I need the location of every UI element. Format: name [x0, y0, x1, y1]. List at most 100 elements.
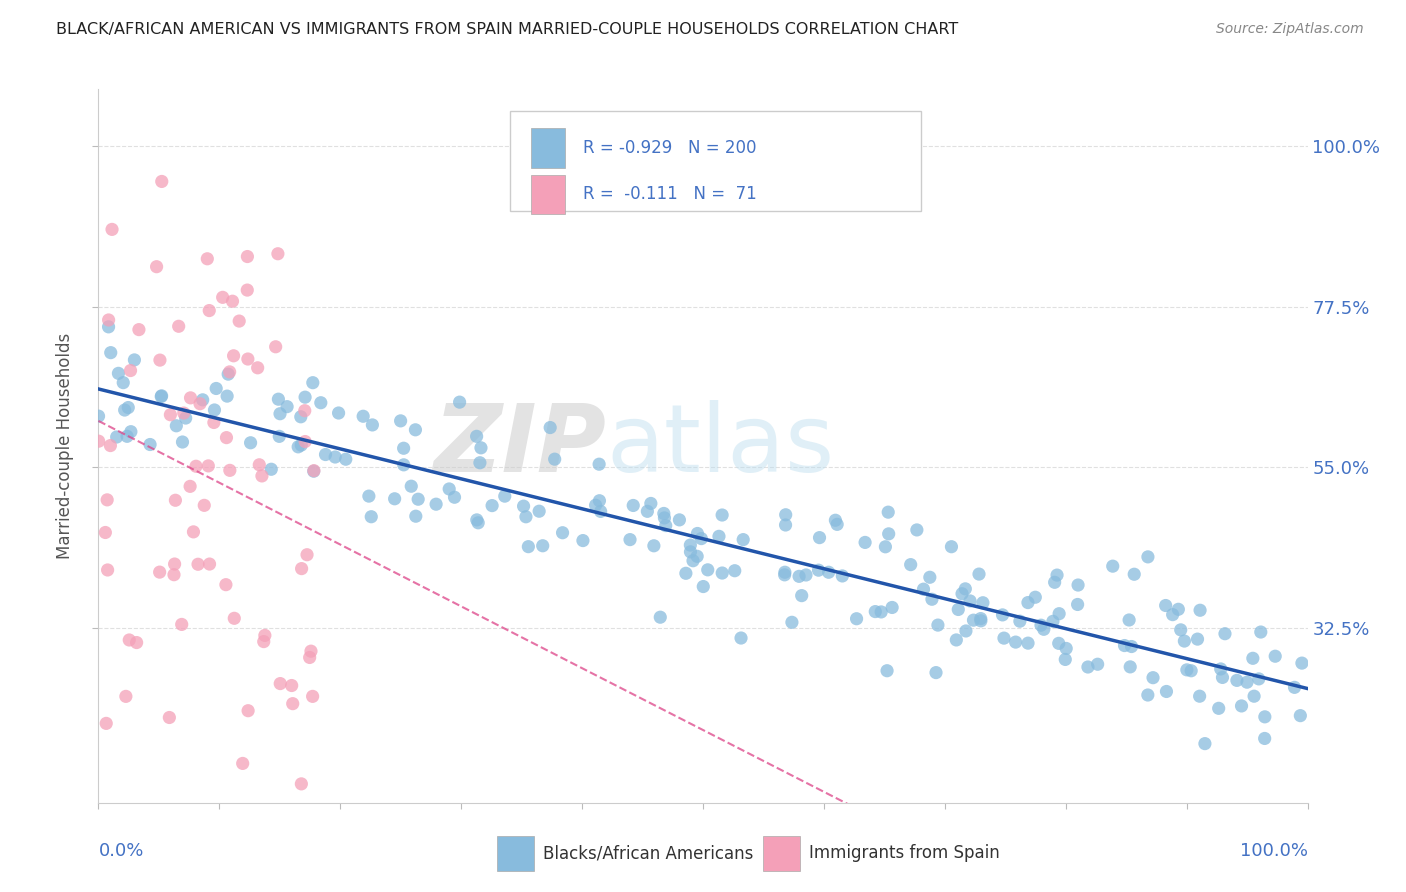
Point	[267, 392, 290, 407]
Point	[1254, 710, 1277, 724]
Point	[360, 509, 382, 524]
Point	[302, 464, 325, 478]
Point	[204, 403, 226, 417]
Point	[730, 631, 752, 645]
Point	[1004, 635, 1026, 649]
Point	[1017, 596, 1039, 610]
Point	[193, 499, 215, 513]
Point	[290, 438, 312, 452]
Point	[1211, 670, 1233, 684]
Point	[1284, 681, 1306, 695]
Point	[877, 526, 900, 541]
Point	[112, 376, 135, 390]
Point	[1066, 598, 1088, 612]
Point	[406, 492, 429, 507]
Point	[972, 596, 994, 610]
Point	[215, 577, 238, 591]
Point	[120, 363, 142, 377]
Point	[551, 525, 574, 540]
Point	[467, 516, 489, 530]
Point	[165, 493, 187, 508]
Point	[679, 545, 702, 559]
Point	[269, 429, 291, 443]
Point	[165, 418, 187, 433]
Point	[290, 409, 312, 424]
Point	[790, 589, 813, 603]
Y-axis label: Married-couple Households: Married-couple Households	[56, 333, 75, 559]
Point	[157, 710, 180, 724]
FancyBboxPatch shape	[509, 111, 921, 211]
Point	[218, 463, 240, 477]
Point	[384, 491, 406, 506]
Point	[1119, 660, 1142, 674]
Text: Immigrants from Spain: Immigrants from Spain	[810, 845, 1000, 863]
Point	[294, 390, 316, 404]
Point	[191, 392, 214, 407]
Point	[882, 600, 904, 615]
Point	[1180, 664, 1202, 678]
Point	[572, 533, 595, 548]
Point	[652, 507, 675, 521]
Point	[224, 611, 246, 625]
Point	[202, 416, 225, 430]
Point	[711, 566, 734, 580]
Point	[1230, 698, 1253, 713]
Point	[773, 566, 796, 580]
Point	[1188, 689, 1211, 703]
Point	[808, 531, 831, 545]
Point	[198, 303, 221, 318]
Point	[921, 592, 943, 607]
Point	[955, 582, 977, 596]
Point	[107, 367, 129, 381]
Bar	[498, 837, 534, 871]
Point	[276, 400, 298, 414]
Point	[197, 458, 219, 473]
Point	[269, 676, 291, 690]
Point	[437, 482, 460, 496]
Point	[517, 540, 540, 554]
Point	[301, 376, 323, 390]
Text: Source: ZipAtlas.com: Source: ZipAtlas.com	[1216, 22, 1364, 37]
Point	[865, 605, 887, 619]
Point	[643, 539, 665, 553]
Point	[1208, 701, 1230, 715]
Point	[905, 523, 928, 537]
Point	[955, 624, 977, 638]
Text: 100.0%: 100.0%	[1240, 842, 1308, 860]
Point	[589, 504, 612, 518]
Point	[970, 611, 993, 625]
Bar	[763, 837, 800, 871]
Point	[845, 612, 868, 626]
Point	[163, 557, 186, 571]
Point	[1161, 607, 1184, 622]
Point	[221, 294, 243, 309]
Point	[87, 434, 110, 449]
Point	[1170, 623, 1192, 637]
Point	[118, 632, 141, 647]
Point	[335, 452, 357, 467]
Point	[124, 352, 146, 367]
Point	[195, 252, 218, 266]
Point	[690, 532, 713, 546]
Point	[115, 690, 138, 704]
Point	[357, 489, 380, 503]
Point	[876, 664, 898, 678]
Point	[531, 539, 554, 553]
Point	[650, 610, 672, 624]
Point	[970, 614, 993, 628]
Point	[236, 250, 259, 264]
Point	[1017, 636, 1039, 650]
Point	[682, 554, 704, 568]
Point	[239, 435, 262, 450]
Point	[405, 509, 427, 524]
Point	[707, 529, 730, 543]
Point	[787, 569, 810, 583]
Point	[636, 504, 658, 518]
Point	[588, 457, 610, 471]
Point	[232, 756, 254, 771]
Point	[287, 440, 309, 454]
Point	[97, 563, 120, 577]
Point	[179, 479, 201, 493]
Bar	[531, 175, 565, 214]
Point	[105, 430, 128, 444]
